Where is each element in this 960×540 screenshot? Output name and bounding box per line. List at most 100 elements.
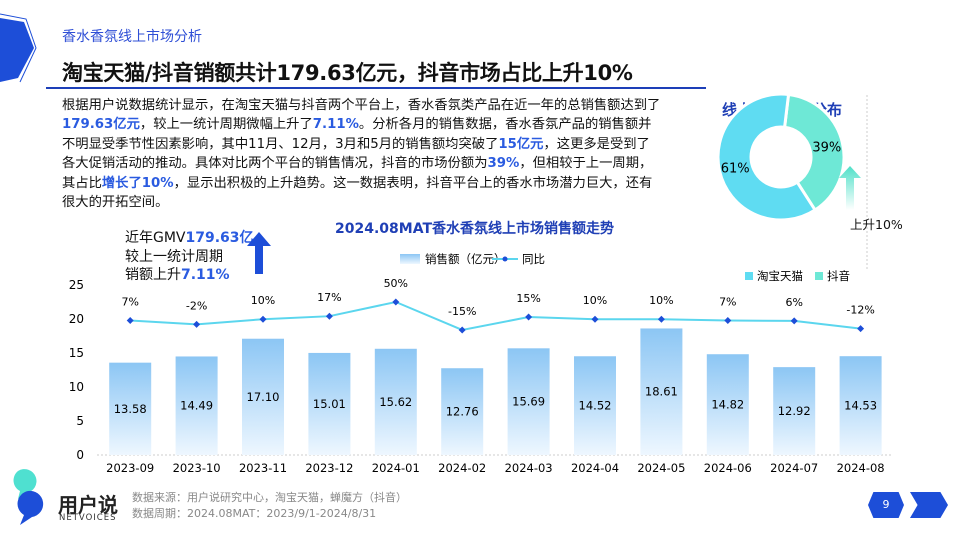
section-label: 香水香氛线上市场分析 bbox=[62, 29, 202, 45]
y-tick-label: 15 bbox=[69, 346, 84, 360]
yoy-label: -2% bbox=[186, 299, 207, 312]
bar bbox=[109, 362, 152, 455]
yoy-point bbox=[724, 316, 732, 324]
paragraph-text: 。分析各月的销售数据，香水香氛产品的销售额并不明显受季节性因素影响，其中11月、… bbox=[62, 117, 652, 152]
yoy-label: 7% bbox=[121, 295, 138, 308]
gmv-note: 近年GMV179.63亿 较上一统计周期 销额上升7.11% bbox=[125, 229, 254, 285]
yoy-point bbox=[857, 325, 865, 333]
paragraph-text: ，显示出积极的上升趋势。这一数据表明，抖音平台上的香水市场潜力巨大，还有很大的开… bbox=[62, 175, 653, 211]
corner-hexagon-decoration bbox=[0, 13, 37, 83]
paragraph-text: 根据用户说数据统计显示，在淘宝天猫与抖音两个平台上，香水香氛类产品在近一年的总销… bbox=[62, 98, 661, 113]
gmv-line2: 较上一统计周期 bbox=[125, 248, 223, 265]
bar bbox=[706, 354, 749, 455]
yoy-label: -15% bbox=[448, 305, 476, 318]
x-tick-label: 2024-08 bbox=[837, 461, 885, 475]
rise-arrow-icon bbox=[839, 166, 861, 210]
bar-value-label: 12.92 bbox=[778, 404, 811, 418]
netvoices-logo-icon bbox=[13, 469, 44, 525]
page-title: 淘宝天猫/抖音销额共计179.63亿元，抖音市场占比上升10% bbox=[62, 61, 633, 85]
page-number: 9 bbox=[868, 492, 904, 518]
brand-name: 用户说 bbox=[58, 493, 118, 517]
slice-label: 61% bbox=[721, 162, 750, 177]
bar-value-label: 14.53 bbox=[844, 399, 877, 413]
legend-line-marker bbox=[502, 256, 508, 262]
gmv-value: 179.63亿 bbox=[185, 230, 254, 246]
x-tick-label: 2024-03 bbox=[505, 461, 553, 475]
bar bbox=[242, 338, 284, 455]
x-tick-label: 2024-07 bbox=[770, 461, 818, 475]
x-tick-label: 2024-06 bbox=[704, 461, 752, 475]
data-period: 数据周期：2024.08MAT：2023/9/1-2024/8/31 bbox=[132, 507, 377, 520]
douyin-share-rise: 上升10% bbox=[850, 217, 903, 232]
yoy-point bbox=[790, 317, 798, 325]
y-tick-label: 10 bbox=[69, 380, 84, 394]
highlight-text: 增长了10% bbox=[101, 175, 174, 191]
bar-value-label: 18.61 bbox=[645, 385, 678, 399]
x-tick-label: 2024-01 bbox=[372, 461, 420, 475]
bar-value-label: 15.62 bbox=[379, 395, 412, 409]
highlight-text: 15亿元 bbox=[498, 136, 544, 152]
x-tick-label: 2023-10 bbox=[173, 461, 221, 475]
market-share-donut: 39% 61% 淘宝天猫 抖音 bbox=[716, 92, 868, 283]
chart-title: 2024.08MAT香水香氛线上市场销售额走势 bbox=[335, 221, 614, 237]
bar-value-label: 13.58 bbox=[114, 402, 147, 416]
gmv-label: 近年GMV bbox=[125, 230, 186, 246]
yoy-label: 50% bbox=[384, 277, 408, 290]
x-tick-label: 2023-09 bbox=[106, 461, 154, 475]
x-tick-label: 2023-11 bbox=[239, 461, 287, 475]
bar bbox=[839, 356, 882, 455]
yoy-label: 6% bbox=[785, 296, 802, 309]
up-arrow-icon bbox=[247, 232, 271, 274]
yoy-label: 7% bbox=[719, 295, 736, 308]
bar-value-label: 17.10 bbox=[247, 390, 280, 404]
x-tick-label: 2024-02 bbox=[438, 461, 486, 475]
yoy-label: 10% bbox=[583, 294, 607, 307]
page-number-text: 9 bbox=[882, 498, 890, 511]
paragraph-text: ，但相较于上一周期，其占比 bbox=[62, 156, 653, 191]
highlight-text: 7.11% bbox=[312, 117, 359, 133]
x-tick-label: 2024-04 bbox=[571, 461, 619, 475]
y-tick-label: 20 bbox=[69, 312, 84, 326]
legend-swatch bbox=[815, 272, 823, 280]
paragraph-text: ，这更多是受到了各大促销活动的推动。具体对比两个平台的销售情况，抖音的市场份额为 bbox=[62, 136, 650, 172]
y-tick-label: 0 bbox=[76, 448, 84, 462]
legend-bar-label: 销售额（亿元） bbox=[425, 252, 506, 266]
yoy-label: 10% bbox=[649, 294, 673, 307]
next-page-button[interactable] bbox=[910, 492, 948, 518]
summary-paragraph: 根据用户说数据统计显示，在淘宝天猫与抖音两个平台上，香水香氛类产品在近一年的总销… bbox=[62, 96, 662, 212]
yoy-label: 17% bbox=[317, 291, 341, 304]
x-tick-label: 2024-05 bbox=[637, 461, 685, 475]
bar bbox=[374, 348, 417, 455]
gmv-growth-label: 销额上升 bbox=[125, 267, 181, 283]
highlight-text: 39% bbox=[487, 156, 520, 172]
bar bbox=[308, 352, 351, 455]
legend-bar-swatch bbox=[400, 254, 420, 264]
yoy-point bbox=[126, 316, 134, 324]
x-tick-label: 2023-12 bbox=[305, 461, 353, 475]
data-source-note: 数据来源：用户说研究中心，淘宝天猫，蝉魔方（抖音） 数据周期：2024.08MA… bbox=[132, 490, 407, 522]
yoy-point bbox=[525, 313, 533, 321]
paragraph-text: ，较上一统计周期微幅上升了 bbox=[139, 117, 313, 133]
sales-trend-chart: 0 5 10 15 20 25 销售额（亿元） 同比 13.58 2023-09 14.49 2023… bbox=[69, 252, 893, 475]
yoy-point bbox=[259, 315, 267, 323]
yoy-label: -12% bbox=[846, 304, 874, 317]
legend-label: 抖音 bbox=[827, 269, 850, 283]
legend-label: 淘宝天猫 bbox=[757, 269, 803, 283]
yoy-label: 15% bbox=[516, 292, 540, 305]
legend-swatch bbox=[745, 272, 753, 280]
yoy-line bbox=[130, 300, 861, 331]
bar-value-label: 12.76 bbox=[446, 405, 479, 419]
yoy-point bbox=[458, 326, 466, 334]
slice-label: 39% bbox=[812, 140, 841, 155]
highlight-text: 179.63亿元 bbox=[62, 117, 140, 133]
legend-line-label: 同比 bbox=[522, 252, 545, 266]
yoy-point bbox=[193, 320, 201, 328]
yoy-point bbox=[325, 312, 333, 320]
donut-slice bbox=[716, 92, 818, 222]
bar-value-label: 14.52 bbox=[579, 399, 612, 413]
yoy-label: 10% bbox=[251, 294, 275, 307]
gmv-growth-value: 7.11% bbox=[181, 267, 230, 283]
title-divider bbox=[46, 87, 706, 89]
bar bbox=[773, 367, 816, 455]
bar-value-label: 15.01 bbox=[313, 397, 346, 411]
